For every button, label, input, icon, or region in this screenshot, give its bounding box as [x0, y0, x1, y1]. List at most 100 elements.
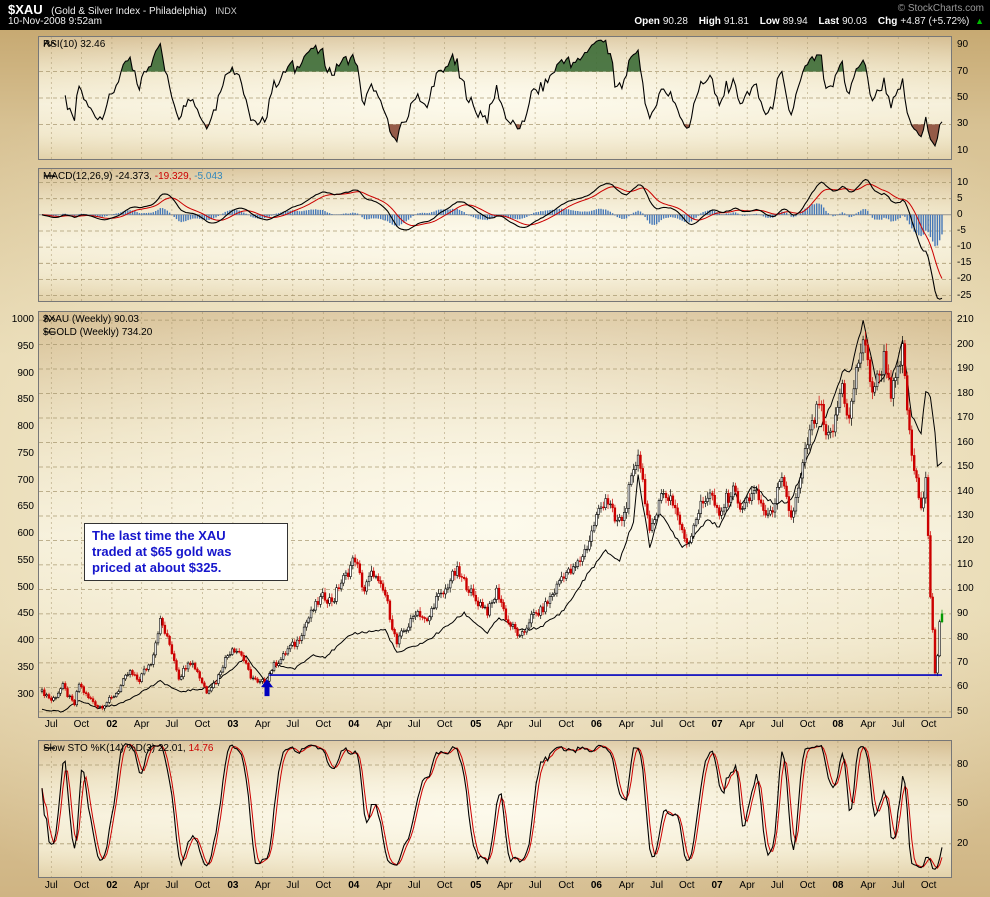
stochastic-plot [38, 740, 952, 878]
rsi-label-text: RSI(10) 32.46 [43, 39, 106, 50]
x-axis-label: Jul [44, 880, 58, 891]
header-quote-row: 10-Nov-2008 9:52am Open 90.28 High 91.81 L… [8, 16, 984, 29]
x-axis-label: Oct [679, 880, 695, 891]
x-axis-label: 04 [348, 719, 360, 730]
y-axis-label-left: 600 [17, 528, 34, 539]
x-axis-label: Jul [528, 719, 542, 730]
macd-plot [38, 168, 952, 302]
copyright: © StockCharts.com [897, 3, 984, 14]
y-axis-label-right: 210 [957, 314, 974, 326]
y-axis-label-right: 90 [957, 607, 969, 619]
y-axis-label-right: -25 [957, 289, 972, 301]
x-axis-label: Apr [618, 880, 635, 891]
x-axis-label: Apr [860, 719, 876, 730]
y-axis-label-left: 500 [17, 581, 34, 593]
x-axis-label: Oct [436, 880, 453, 891]
x-axis-label: 03 [227, 719, 239, 730]
y-axis-label-right: 80 [957, 632, 969, 644]
low-label: Low [759, 16, 780, 27]
y-axis-label-right: 60 [957, 681, 969, 693]
x-axis-label: 06 [590, 880, 602, 891]
x-axis-label: 06 [590, 719, 602, 730]
y-axis-label-right: 150 [957, 461, 974, 472]
rsi-label: RSI(10) 32.46 [43, 39, 105, 50]
chart-header: $XAU (Gold & Silver Index - Philadelphia… [0, 0, 990, 30]
annotation-line-3: priced at about $325. [92, 560, 222, 575]
header-title-row: $XAU (Gold & Silver Index - Philadelphia… [8, 1, 984, 17]
macd-signal-value: -19.329, [154, 171, 192, 182]
x-axis-label: Oct [73, 880, 90, 891]
y-axis-label-right: -15 [957, 257, 972, 269]
rsi-line-icon [43, 40, 56, 47]
up-arrow-icon: ▲ [975, 16, 984, 26]
x-axis-label: Oct [799, 880, 816, 891]
annotation-box: The last time the XAU traded at $65 gold… [84, 523, 288, 581]
y-axis-label-left: 650 [17, 501, 34, 513]
gold-label-text: $GOLD (Weekly) 734.20 [43, 327, 153, 338]
x-axis-label: 08 [832, 880, 844, 891]
y-axis-label-right: 50 [957, 705, 969, 717]
x-axis-label: Apr [739, 719, 755, 730]
open-label: Open [634, 16, 660, 27]
y-axis-label-right: 190 [957, 363, 974, 374]
chart-datetime: 10-Nov-2008 9:52am [8, 16, 102, 27]
x-axis-label: Jul [891, 719, 905, 730]
y-axis-label-right: 130 [957, 510, 974, 521]
x-axis-label: Oct [558, 880, 574, 891]
annotation-line-2: traded at $65 gold was [92, 544, 232, 559]
x-axis-label: Jul [891, 880, 905, 891]
xau-series-label: $XAU (Weekly) 90.03 [43, 314, 139, 325]
x-axis-label: Jul [165, 880, 179, 891]
x-axis-label: Jul [528, 880, 542, 891]
x-axis-label: Oct [315, 719, 332, 730]
chg-value: +4.87 (+5.72%) [900, 16, 970, 27]
rsi-plot [38, 36, 952, 160]
x-axis-label: 02 [106, 880, 118, 891]
quote-strip: Open 90.28 High 91.81 Low 89.94 Last 90.03 C… [626, 16, 984, 27]
symbol-name: (Gold & Silver Index - Philadelphia) [51, 6, 207, 17]
chg-label: Chg [877, 16, 898, 27]
y-axis-label-right: 170 [957, 412, 974, 423]
y-axis-label-right: 110 [957, 558, 973, 570]
x-axis-label: Apr [497, 719, 513, 730]
y-axis-label-left: 750 [17, 447, 34, 459]
x-axis-label: 02 [106, 719, 118, 730]
x-axis-label: Oct [315, 880, 332, 891]
macd-label-text: MACD(12,26,9) [43, 171, 113, 182]
xau-label-text: $XAU (Weekly) 90.03 [43, 314, 139, 325]
macd-hist-value: -5.043 [194, 171, 223, 182]
y-axis-label-left: 850 [17, 394, 34, 406]
high-label: High [698, 16, 721, 27]
y-axis-label-right: 90 [957, 39, 969, 51]
last-label: Last [818, 16, 840, 27]
sto-d-value: 14.76 [188, 743, 214, 754]
price-panel: $XAU (Weekly) 90.03 $GOLD (Weekly) 734.2… [38, 311, 952, 718]
x-axis-label: 05 [470, 880, 482, 891]
y-axis-label-left: 900 [17, 367, 34, 379]
x-axis-label: Jul [44, 719, 58, 730]
y-axis-label-right: -20 [957, 273, 972, 285]
x-axis-label: Oct [920, 719, 937, 730]
stochastic-label-text: Slow STO %K(14) %D(3) [43, 743, 156, 754]
y-axis-label-left: 400 [17, 635, 34, 646]
x-axis-label: Apr [860, 880, 876, 891]
macd-line-icon [44, 175, 55, 177]
x-axis-label: Oct [799, 719, 816, 730]
y-axis-label-right: 5 [957, 192, 963, 204]
y-axis-label-left: 450 [17, 608, 34, 620]
x-axis-label: 08 [832, 719, 844, 730]
y-axis-label-right: 30 [957, 118, 969, 130]
gold-series-label: $GOLD (Weekly) 734.20 [43, 327, 152, 338]
y-axis-label-right: 10 [957, 144, 969, 156]
x-axis-label: Jul [286, 880, 300, 891]
y-axis-label-right: 20 [957, 837, 969, 849]
low-value: 89.94 [782, 16, 808, 27]
x-axis-label: 03 [227, 880, 239, 891]
x-axis-label: Oct [436, 719, 453, 730]
symbol-ticker: $XAU [8, 2, 43, 17]
macd-panel: MACD(12,26,9) -24.373, -19.329, -5.043 [38, 168, 952, 302]
x-axis-label: Apr [133, 719, 150, 730]
annotation-line-1: The last time the XAU [92, 528, 226, 543]
x-axis-label: Apr [618, 719, 635, 730]
y-axis-label-left: 1000 [11, 314, 34, 326]
